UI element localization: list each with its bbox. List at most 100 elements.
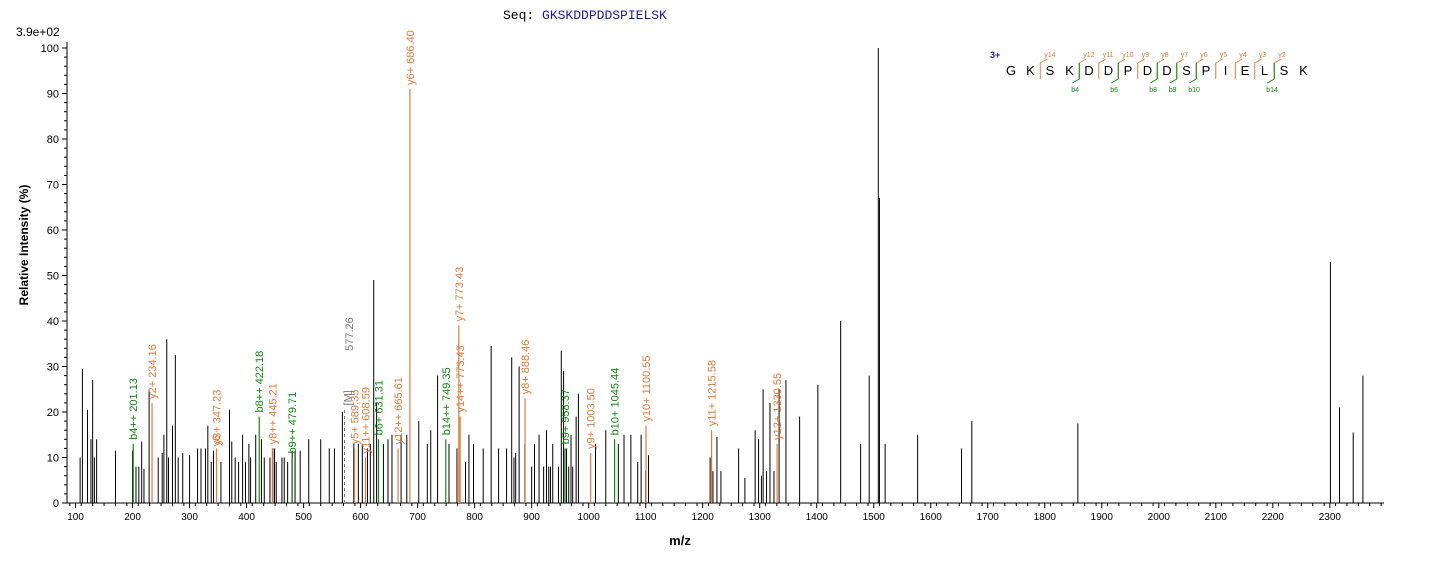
x-tick-label: 1400 [806, 512, 829, 523]
y-tick-label: 0 [53, 498, 59, 510]
y-ion-label: y14 [1044, 52, 1055, 59]
x-tick-label: 600 [352, 512, 369, 523]
peak-label: b10+ 1045.44 [610, 368, 622, 436]
y-ion-label: y8 [1161, 52, 1169, 59]
precursor-label: [M] [343, 390, 355, 405]
sequence-header: Seq: GKSKDDPDDSPIELSK [503, 8, 667, 23]
b-ion-label: b14 [1266, 87, 1278, 94]
y-ion-bracket [1137, 58, 1145, 79]
peak-label: y6+ 686.40 [405, 30, 417, 85]
sequence-residue: K [1065, 63, 1074, 78]
x-tick-label: 1000 [578, 512, 601, 523]
y-ion-label: y10 [1122, 52, 1133, 59]
peak-label: y12++ 665.61 [393, 377, 405, 444]
x-tick-label: 2100 [1205, 512, 1228, 523]
b-ion-label: b8 [1149, 87, 1157, 94]
x-tick-label: 1500 [863, 512, 886, 523]
peak-label: y2+ 234.16 [147, 344, 159, 399]
y-ion-label: y9 [1142, 52, 1150, 59]
peak-label: b9++ 479.71 [287, 392, 299, 454]
peak-label: y14++ 773.43 [455, 345, 467, 412]
b-ion-label: b6 [1110, 87, 1118, 94]
sequence-residue: D [1143, 63, 1152, 78]
x-tick-label: 2300 [1319, 512, 1342, 523]
x-tick-label: 1700 [977, 512, 1000, 523]
y-ion-bracket [1039, 58, 1048, 79]
peaks [79, 48, 1364, 503]
y-tick-label: 100 [41, 43, 59, 55]
sequence-residue: E [1241, 63, 1250, 78]
peak-label: y9+ 1003.50 [586, 388, 598, 449]
peak-label: y10+ 1100.55 [641, 355, 653, 421]
peak-label: y5+ 589.35 [350, 390, 362, 445]
y-ion-bracket [1254, 58, 1262, 79]
x-tick-label: 1200 [692, 512, 715, 523]
y-tick-label: 10 [47, 453, 59, 465]
y-ion-bracket [1215, 58, 1223, 79]
x-tick-label: 1800 [1034, 512, 1057, 523]
y-ion-label: y3 [1259, 52, 1267, 59]
y-tick-label: 90 [47, 89, 59, 101]
sequence-residue: P [1202, 63, 1211, 78]
x-axis-label: m/z [669, 533, 691, 548]
annotated-peaks: b4++ 201.13 y2+ 234.16 y3+ 347.23 b8++ 422.… [128, 30, 784, 503]
sequence-residue: I [1224, 63, 1228, 78]
peak-label: y3+ 347.23 [212, 390, 224, 445]
b-ion-bracket [1189, 63, 1197, 84]
x-tick-label: 800 [466, 512, 483, 523]
b-ion-label: b10 [1188, 87, 1200, 94]
peak-label: y7+ 773.43 [454, 267, 466, 322]
b-ion-bracket [1267, 63, 1275, 84]
x-tick-label: 500 [295, 512, 312, 523]
x-tick-label: 900 [523, 512, 540, 523]
x-tick-label: 1600 [920, 512, 943, 523]
b-ion-label: b4 [1071, 87, 1079, 94]
peak-label: y11++ 608.59 [361, 387, 373, 453]
y-ion-label: y5 [1220, 52, 1228, 59]
peak-label: y12+ 1330.55 [772, 373, 784, 440]
y-tick-label: 40 [47, 316, 59, 328]
peak-label: b9+ 958.37 [560, 389, 572, 444]
x-tick-label: 1100 [635, 512, 657, 523]
y-axis-label: Relative Intensity (%) [17, 185, 31, 306]
peak-label: y8+ 888.46 [520, 340, 532, 395]
b-ion-bracket [1072, 63, 1080, 84]
sequence-residue: K [1026, 63, 1035, 78]
x-tick-label: 200 [124, 512, 141, 523]
sequence-residue: P [1124, 63, 1133, 78]
b-ion-bracket [1111, 63, 1119, 84]
peak-label: b6+ 631.31 [373, 380, 385, 435]
sequence-residue: G [1006, 63, 1016, 78]
sequence-value: GKSKDDPDDSPIELSK [542, 8, 667, 23]
peak-label: y6 [211, 435, 223, 447]
sequence-residue: K [1299, 63, 1308, 78]
y-tick-label: 30 [47, 362, 59, 374]
y-tick-label: 60 [47, 225, 59, 237]
y-ion-label: y2 [1278, 52, 1286, 59]
y-tick-label: 50 [47, 271, 59, 283]
x-tick-label: 100 [67, 512, 84, 523]
x-tick-label: 400 [238, 512, 255, 523]
sequence-residue: S [1280, 63, 1289, 78]
y-ion-label: y6 [1200, 52, 1208, 59]
b-ion-bracket [1150, 63, 1158, 84]
peak-label: b8++ 422.18 [254, 351, 266, 413]
y-ion-bracket [1098, 58, 1106, 79]
sequence-residue: L [1261, 63, 1268, 78]
x-tick-label: 1300 [749, 512, 772, 523]
y-tick-label: 80 [47, 134, 59, 146]
b-ion-bracket [1169, 63, 1178, 84]
b-ion-label: b9 [1169, 87, 1177, 94]
axes: 0 10 20 30 40 50 60 70 80 90 100 100 200 300 400 500 600… [41, 42, 1384, 523]
y-ion-label: y4 [1239, 52, 1247, 59]
peak-label: y8++ 445.21 [267, 383, 279, 444]
x-tick-label: 700 [409, 512, 426, 523]
y-ion-label: y12 [1083, 52, 1094, 59]
peak-label: b4++ 201.13 [128, 378, 140, 440]
peak-label: y11+ 1215.58 [707, 360, 719, 426]
x-tick-label: 300 [181, 512, 198, 523]
y-ion-label: y7 [1181, 52, 1189, 59]
y-tick-label: 20 [47, 407, 59, 419]
